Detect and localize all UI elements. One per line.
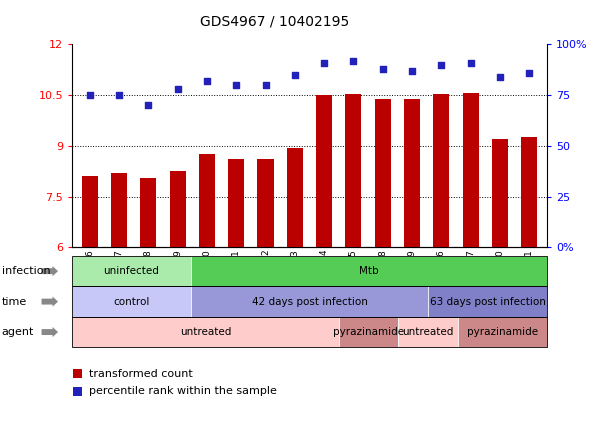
Bar: [316, 95, 332, 247]
Bar: [82, 176, 98, 247]
Bar: [345, 94, 362, 247]
Bar: [463, 93, 478, 247]
Point: [173, 86, 183, 93]
Point: [407, 67, 417, 74]
Bar: [141, 178, 156, 247]
Point: [524, 69, 534, 76]
Point: [436, 61, 446, 68]
Point: [466, 59, 475, 66]
Text: uninfected: uninfected: [103, 266, 159, 276]
Text: control: control: [113, 297, 150, 307]
Bar: [521, 137, 537, 247]
Text: agent: agent: [2, 327, 34, 337]
Text: GDS4967 / 10402195: GDS4967 / 10402195: [200, 15, 349, 29]
Text: infection: infection: [2, 266, 51, 276]
Text: untreated: untreated: [403, 327, 454, 337]
Point: [495, 74, 505, 80]
Point: [290, 71, 300, 78]
Bar: [375, 99, 391, 247]
Point: [114, 92, 124, 99]
Bar: [257, 159, 274, 247]
Point: [378, 66, 387, 72]
Bar: [404, 99, 420, 247]
Text: 63 days post infection: 63 days post infection: [430, 297, 546, 307]
Point: [85, 92, 95, 99]
Text: untreated: untreated: [180, 327, 232, 337]
Point: [348, 57, 358, 64]
Point: [261, 82, 271, 88]
Point: [319, 59, 329, 66]
Point: [144, 102, 153, 109]
Bar: [111, 173, 127, 247]
Text: transformed count: transformed count: [89, 368, 193, 379]
Bar: [492, 139, 508, 247]
Text: pyrazinamide: pyrazinamide: [333, 327, 404, 337]
Text: 42 days post infection: 42 days post infection: [252, 297, 367, 307]
Bar: [169, 171, 186, 247]
Text: pyrazinamide: pyrazinamide: [467, 327, 538, 337]
Text: Mtb: Mtb: [359, 266, 379, 276]
Text: time: time: [2, 297, 27, 307]
Bar: [199, 154, 215, 247]
Point: [202, 77, 212, 84]
Text: percentile rank within the sample: percentile rank within the sample: [89, 386, 277, 396]
Bar: [287, 148, 303, 247]
Point: [232, 82, 241, 88]
Bar: [228, 159, 244, 247]
Bar: [433, 94, 450, 247]
